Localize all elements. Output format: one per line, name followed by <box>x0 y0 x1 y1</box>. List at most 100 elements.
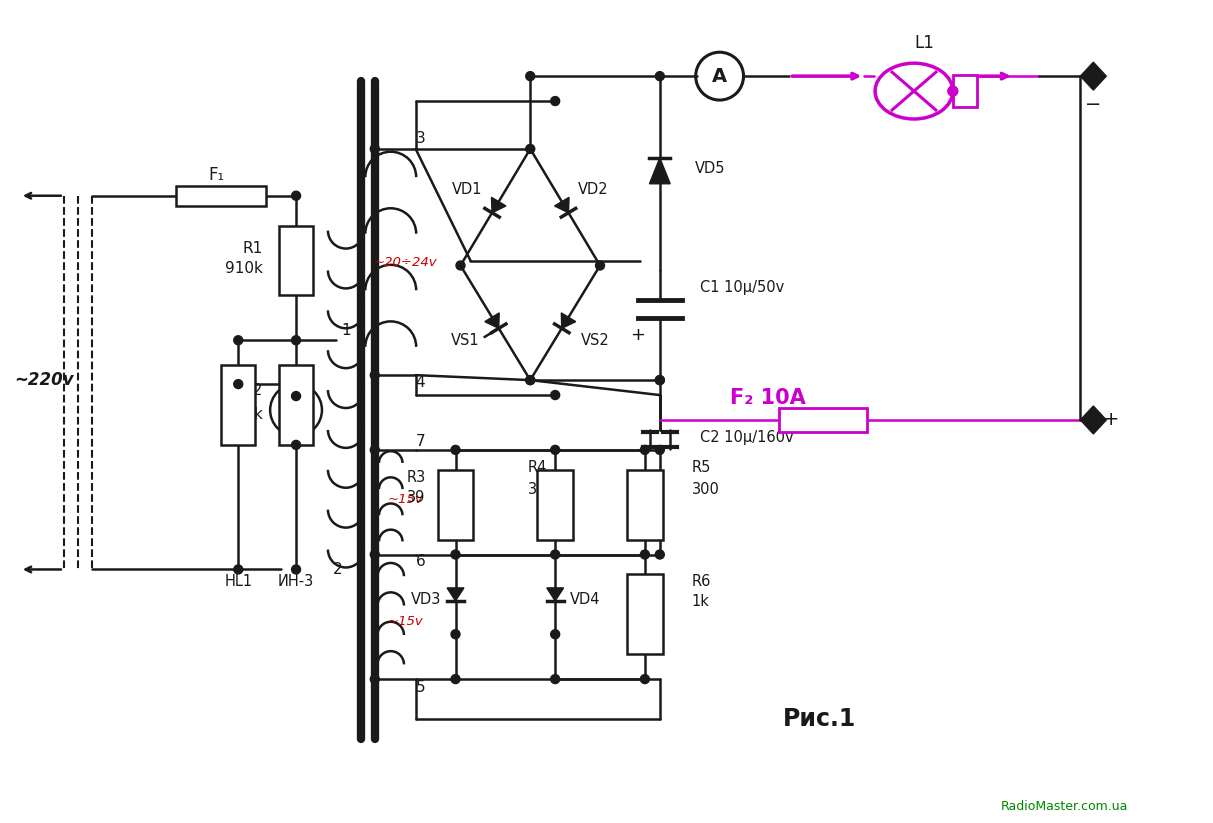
Text: 5: 5 <box>416 680 426 695</box>
Circle shape <box>655 72 665 81</box>
Text: 6: 6 <box>416 554 426 569</box>
Text: ~220v: ~220v <box>15 371 74 389</box>
Circle shape <box>451 675 460 684</box>
Bar <box>176 186 266 206</box>
Text: R1: R1 <box>243 241 263 256</box>
Bar <box>279 365 313 445</box>
Text: C2 10μ/160v: C2 10μ/160v <box>700 430 793 445</box>
Text: +: + <box>1103 411 1120 430</box>
Text: VD2: VD2 <box>577 182 609 197</box>
Circle shape <box>640 675 649 684</box>
Circle shape <box>551 391 559 399</box>
Circle shape <box>370 144 380 153</box>
Text: R3: R3 <box>406 470 426 486</box>
Circle shape <box>551 675 559 684</box>
Circle shape <box>551 445 559 454</box>
Circle shape <box>370 675 380 684</box>
Text: 39: 39 <box>408 491 426 505</box>
Text: 7: 7 <box>416 435 426 449</box>
Bar <box>627 470 662 540</box>
Circle shape <box>451 445 460 454</box>
Circle shape <box>551 96 559 105</box>
Polygon shape <box>554 198 569 213</box>
Text: 300: 300 <box>691 482 719 497</box>
Text: L1: L1 <box>913 35 934 52</box>
Circle shape <box>234 565 243 574</box>
Polygon shape <box>562 313 576 328</box>
Circle shape <box>655 375 665 384</box>
Text: F₂ 10A: F₂ 10A <box>729 388 805 408</box>
Polygon shape <box>448 588 463 601</box>
Text: 1: 1 <box>341 323 351 337</box>
Circle shape <box>655 445 665 454</box>
Circle shape <box>234 336 243 345</box>
Text: HL1: HL1 <box>224 574 252 589</box>
Polygon shape <box>1081 63 1106 90</box>
Polygon shape <box>491 198 506 213</box>
Circle shape <box>234 379 243 388</box>
Text: R6: R6 <box>691 574 711 589</box>
Circle shape <box>291 336 301 345</box>
Circle shape <box>291 565 301 574</box>
Bar <box>438 470 473 540</box>
Circle shape <box>640 550 649 559</box>
Text: VS1: VS1 <box>451 333 480 348</box>
Text: ~15v: ~15v <box>388 615 423 628</box>
Text: VD3: VD3 <box>410 592 440 607</box>
Text: A: A <box>712 67 727 86</box>
Circle shape <box>525 375 535 384</box>
Circle shape <box>525 72 535 81</box>
Circle shape <box>525 375 535 384</box>
Circle shape <box>451 550 460 559</box>
Circle shape <box>291 440 301 449</box>
Circle shape <box>947 86 958 96</box>
Text: RadioMaster.com.ua: RadioMaster.com.ua <box>1001 800 1128 813</box>
Text: VD4: VD4 <box>570 592 600 607</box>
Circle shape <box>596 261 604 270</box>
Text: VD1: VD1 <box>452 182 483 197</box>
Bar <box>953 75 976 107</box>
Text: −: − <box>1086 95 1101 114</box>
Polygon shape <box>485 313 500 328</box>
Text: 1k: 1k <box>691 594 710 609</box>
Text: 4: 4 <box>416 374 426 389</box>
Text: VS2: VS2 <box>581 333 609 348</box>
Circle shape <box>291 392 301 401</box>
Circle shape <box>525 144 535 153</box>
Text: ~20÷24v: ~20÷24v <box>374 256 438 269</box>
Bar <box>780 408 867 432</box>
Circle shape <box>291 191 301 200</box>
Circle shape <box>370 370 380 379</box>
Circle shape <box>655 550 665 559</box>
Text: 910k: 910k <box>226 407 263 422</box>
Text: ИН-3: ИН-3 <box>278 574 314 589</box>
Text: R4: R4 <box>528 460 547 476</box>
Polygon shape <box>649 158 671 184</box>
Text: 2: 2 <box>332 562 342 577</box>
Text: 39: 39 <box>528 482 546 497</box>
Bar <box>537 470 573 540</box>
Bar <box>221 365 255 445</box>
Circle shape <box>370 445 380 454</box>
Text: 910k: 910k <box>226 261 263 276</box>
Text: R2: R2 <box>243 383 263 398</box>
Text: F₁: F₁ <box>209 165 224 184</box>
Polygon shape <box>1081 406 1106 434</box>
Circle shape <box>640 445 649 454</box>
Circle shape <box>551 630 559 639</box>
Circle shape <box>370 550 380 559</box>
Polygon shape <box>547 588 564 601</box>
Bar <box>279 226 313 295</box>
Text: +: + <box>630 326 645 344</box>
Circle shape <box>456 261 465 270</box>
Text: 3: 3 <box>416 132 426 146</box>
Bar <box>627 574 662 654</box>
Text: C1 10μ/50v: C1 10μ/50v <box>700 280 784 295</box>
Text: R5: R5 <box>691 460 711 476</box>
Circle shape <box>451 630 460 639</box>
Text: Рис.1: Рис.1 <box>782 707 856 731</box>
Text: VD5: VD5 <box>695 161 725 176</box>
Text: ~15v: ~15v <box>388 493 423 506</box>
Circle shape <box>551 550 559 559</box>
Circle shape <box>655 375 665 384</box>
